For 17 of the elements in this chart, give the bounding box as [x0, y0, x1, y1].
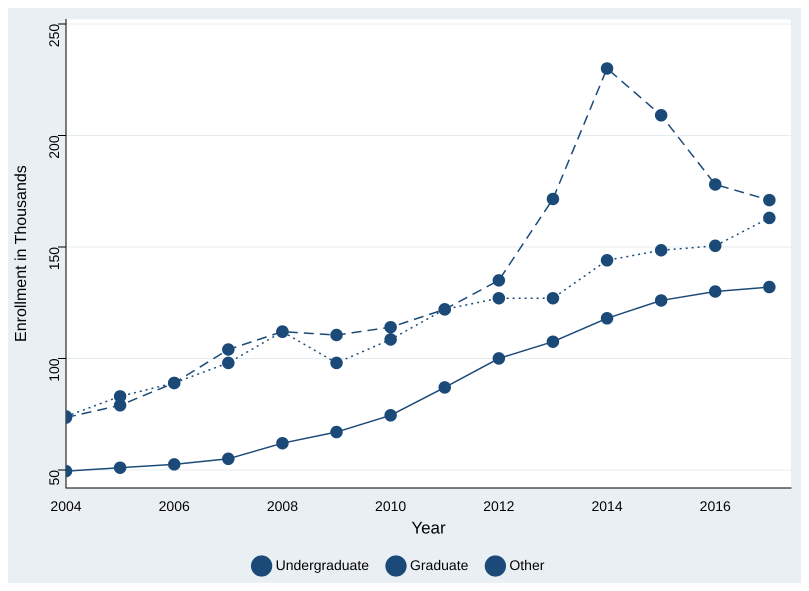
x-tick-label: 2010	[375, 498, 406, 514]
legend-label: Graduate	[410, 556, 469, 573]
x-tick-label: 2006	[158, 498, 190, 514]
x-axis-title: Year	[411, 518, 446, 538]
x-tick-label: 2016	[700, 498, 732, 514]
legend-label: Undergraduate	[276, 556, 370, 573]
x-tick-label: 2012	[483, 498, 515, 514]
x-tick-label: 2008	[266, 498, 298, 514]
x-tick-label: 2014	[591, 498, 623, 514]
y-tick-label: 250	[46, 24, 62, 48]
y-tick-label: 100	[46, 358, 62, 382]
y-tick-label: 50	[46, 470, 62, 486]
legend-label: Other	[509, 556, 545, 573]
x-tick-label: 2004	[50, 498, 82, 514]
y-axis-title: Enrollment in Thousands	[13, 165, 30, 342]
y-tick-label: 200	[46, 135, 62, 159]
y-tick-label: 150	[46, 246, 62, 270]
